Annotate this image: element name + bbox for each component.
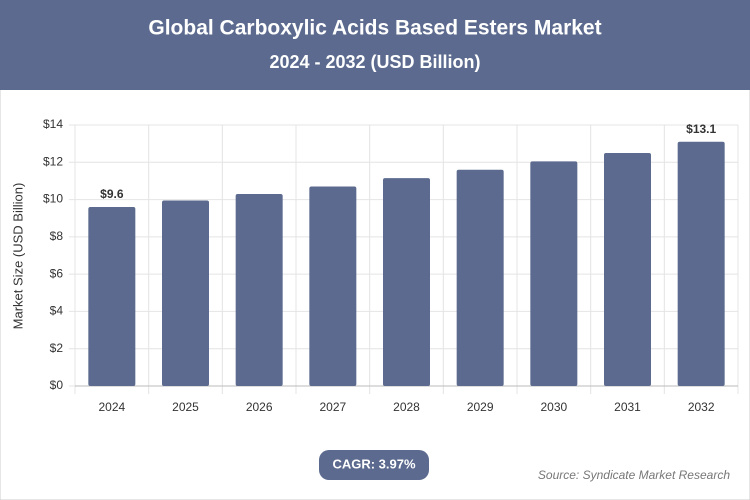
x-tick-label: 2032 — [688, 400, 715, 414]
x-tick-label: 2026 — [246, 400, 273, 414]
bar — [235, 193, 283, 386]
cagr-badge — [319, 450, 429, 480]
bar — [677, 141, 725, 386]
bar — [530, 161, 578, 386]
x-tick-label: 2024 — [98, 400, 125, 414]
chart-subtitle: 2024 - 2032 (USD Billion) — [269, 52, 480, 72]
value-label: $13.1 — [686, 122, 716, 136]
x-tick-label: 2025 — [172, 400, 199, 414]
x-tick-label: 2029 — [467, 400, 494, 414]
value-label: $9.6 — [100, 187, 124, 201]
cagr-text: CAGR: 3.97% — [332, 456, 416, 471]
y-tick-label: $2 — [50, 341, 64, 355]
y-tick-label: $0 — [50, 378, 64, 392]
source: Source: Syndicate Market Research — [538, 468, 730, 482]
bar — [604, 152, 651, 386]
y-tick-label: $8 — [50, 229, 64, 243]
bar — [88, 207, 136, 386]
y-tick-label: $4 — [50, 304, 64, 318]
x-tick-label: 2027 — [319, 400, 346, 414]
y-tick-label: $12 — [43, 154, 63, 168]
header — [0, 0, 750, 90]
y-tick-label: $14 — [43, 117, 63, 131]
y-tick-label: $6 — [50, 266, 64, 280]
y-axis-label: Market Size (USD Billion) — [10, 183, 25, 330]
y-tick-label: $10 — [43, 192, 63, 206]
x-tick-label: 2030 — [540, 400, 567, 414]
bar — [162, 200, 209, 386]
x-tick-label: 2031 — [614, 400, 641, 414]
bar — [456, 169, 504, 386]
chart-title: Global Carboxylic Acids Based Esters Mar… — [148, 17, 601, 40]
bar — [383, 178, 430, 386]
bar — [309, 186, 357, 386]
x-tick-label: 2028 — [393, 400, 420, 414]
